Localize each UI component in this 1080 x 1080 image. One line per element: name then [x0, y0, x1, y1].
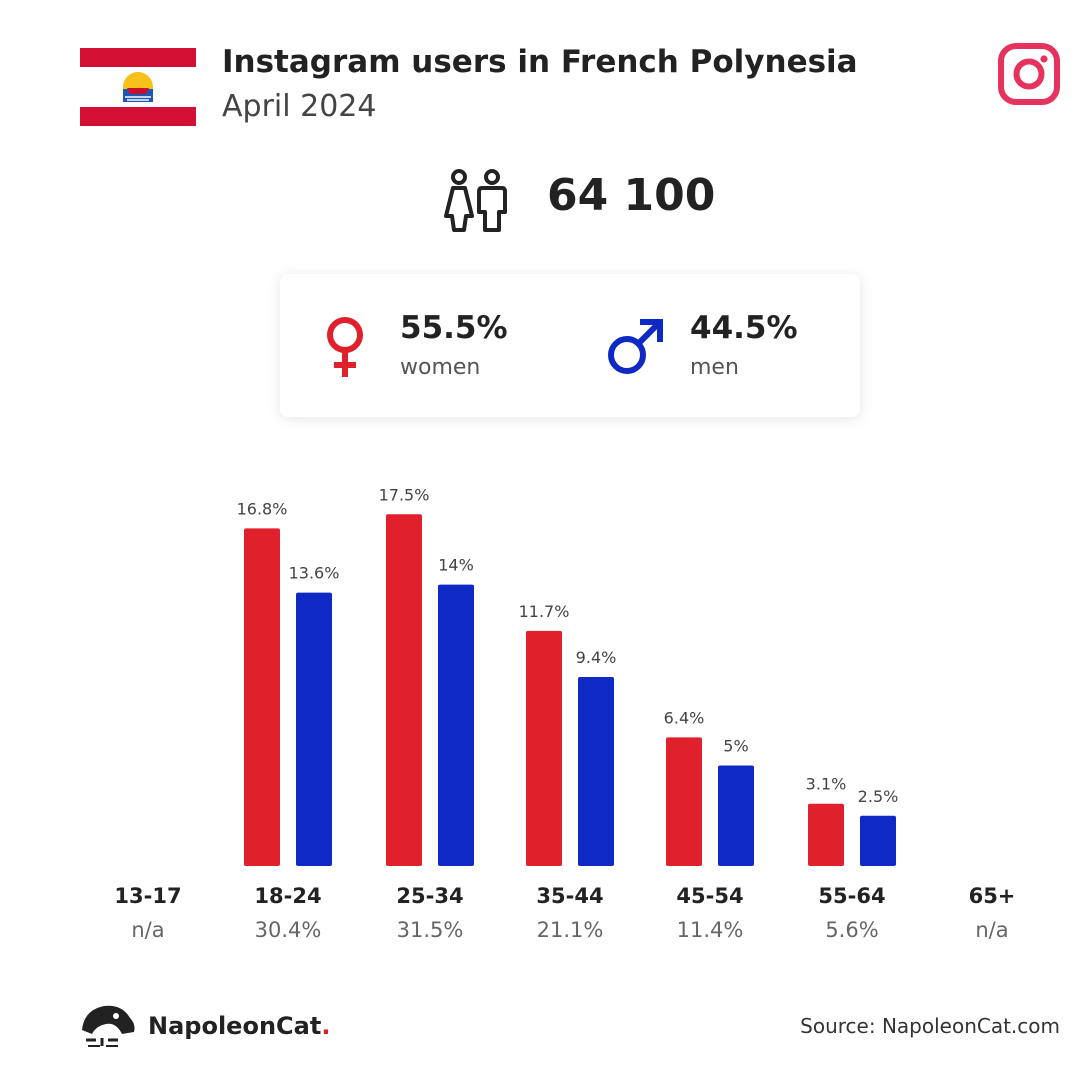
bar-men-25-34 — [438, 584, 474, 866]
age-group-total: n/a — [131, 918, 165, 942]
female-symbol-icon — [327, 317, 363, 377]
data-label-women-55-64: 3.1% — [806, 775, 847, 794]
users-icon — [444, 169, 507, 232]
data-label-men-18-24: 13.6% — [289, 564, 340, 583]
men-label: men — [690, 355, 739, 380]
age-group-total: 11.4% — [676, 918, 744, 942]
total-users-value: 64 100 — [547, 170, 716, 221]
age-group-label: 45-54 — [676, 884, 744, 908]
data-label-women-25-34: 17.5% — [379, 485, 430, 504]
french-polynesia-flag-icon — [80, 48, 196, 126]
age-group-label: 55-64 — [818, 884, 886, 908]
age-group-label: 65+ — [968, 884, 1016, 908]
brand-name: NapoleonCat — [148, 1012, 322, 1040]
age-group-total: 21.1% — [536, 918, 604, 942]
women-percentage: 55.5% — [400, 310, 508, 346]
age-group-label: 18-24 — [254, 884, 322, 908]
bar-men-35-44 — [578, 677, 614, 866]
data-label-women-18-24: 16.8% — [237, 499, 288, 518]
data-label-men-35-44: 9.4% — [576, 648, 617, 667]
page-title: Instagram users in French Polynesia — [222, 44, 858, 80]
women-label: women — [400, 355, 481, 380]
male-symbol-icon — [608, 319, 663, 374]
page-subtitle: April 2024 — [222, 89, 377, 124]
napoleoncat-logo-icon — [82, 1005, 135, 1047]
napoleoncat-brand: NapoleonCat. — [148, 1012, 330, 1040]
age-group-total: n/a — [975, 918, 1009, 942]
data-label-women-45-54: 6.4% — [664, 708, 705, 727]
bar-women-18-24 — [244, 528, 280, 866]
age-group-total: 5.6% — [825, 918, 879, 942]
data-label-men-45-54: 5% — [723, 737, 748, 756]
bar-women-35-44 — [526, 630, 562, 866]
age-group-total: 31.5% — [396, 918, 464, 942]
bar-women-45-54 — [666, 737, 702, 866]
brand-dot: . — [321, 1012, 331, 1040]
bar-men-18-24 — [296, 592, 332, 866]
data-label-men-55-64: 2.5% — [858, 787, 899, 806]
bar-women-25-34 — [386, 514, 422, 866]
data-label-men-25-34: 14% — [438, 556, 474, 575]
gender-split-card: 55.5% women 44.5% men — [280, 274, 860, 417]
age-group-label: 25-34 — [396, 884, 464, 908]
source-credit: Source: NapoleonCat.com — [800, 1014, 1060, 1038]
bar-men-45-54 — [718, 765, 754, 866]
age-group-label: 13-17 — [114, 884, 182, 908]
age-group-label: 35-44 — [536, 884, 604, 908]
bar-men-55-64 — [860, 815, 896, 866]
men-percentage: 44.5% — [690, 310, 798, 346]
age-group-total: 30.4% — [254, 918, 322, 942]
bar-women-55-64 — [808, 803, 844, 866]
data-label-women-35-44: 11.7% — [519, 602, 570, 621]
instagram-icon — [998, 43, 1060, 105]
